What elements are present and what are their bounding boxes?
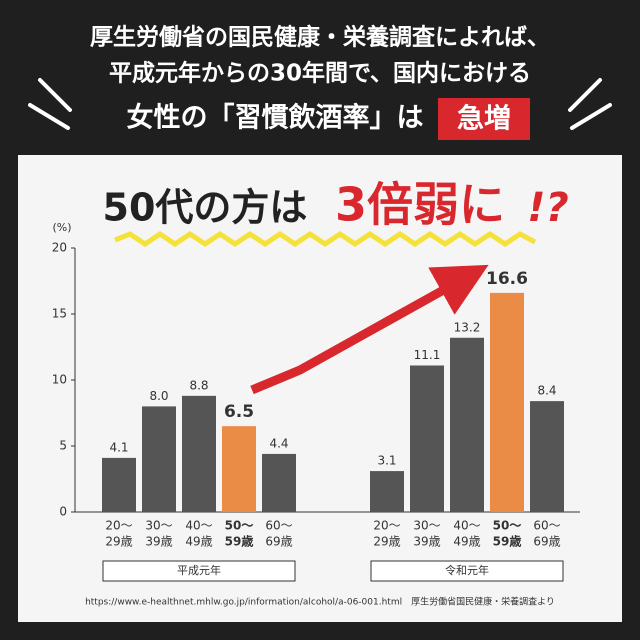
value-label: 13.2 — [454, 320, 481, 334]
group-box — [102, 560, 296, 582]
x-tick-label: 50～ — [493, 519, 522, 533]
x-tick-label: 59歳 — [225, 534, 254, 549]
y-tick-label: 10 — [52, 373, 67, 387]
bar — [370, 471, 404, 512]
value-label: 4.4 — [269, 436, 288, 450]
y-unit: (%) — [52, 221, 71, 234]
bar — [182, 395, 216, 512]
x-tick-label: 29歳 — [105, 535, 132, 549]
bar — [102, 457, 136, 512]
decor-slashes — [28, 78, 612, 130]
x-tick-label: 39歳 — [145, 535, 172, 549]
x-tick-label: 49歳 — [453, 535, 480, 549]
headline-lead: 50代の方は — [103, 186, 308, 230]
x-tick-label: 69歳 — [533, 535, 560, 549]
y-tick-label: 0 — [59, 505, 67, 519]
x-tick-label: 20～ — [373, 519, 400, 533]
bar — [262, 453, 296, 512]
x-tick-label: 30～ — [145, 519, 172, 533]
x-tick-label: 30～ — [413, 519, 440, 533]
value-label: 4.1 — [109, 440, 128, 454]
bar — [530, 401, 564, 512]
y-tick-label: 5 — [59, 439, 67, 453]
x-tick-label: 40～ — [453, 519, 480, 533]
bar — [142, 406, 176, 512]
y-tick-label: 20 — [52, 241, 67, 255]
x-tick-label: 60～ — [533, 519, 560, 533]
header-line: 厚生労働省の国民健康・栄養調査によれば、 — [90, 24, 550, 51]
value-label: 6.5 — [224, 402, 254, 422]
badge-box — [438, 98, 530, 140]
value-label: 8.8 — [189, 378, 208, 392]
x-tick-label: 40～ — [185, 519, 212, 533]
x-tick-label: 59歳 — [493, 534, 522, 549]
group-label: 平成元年 — [177, 563, 221, 577]
group-label: 令和元年 — [445, 563, 489, 577]
value-label: 8.0 — [149, 389, 168, 403]
value-label: 11.1 — [414, 348, 441, 362]
bar — [450, 337, 484, 512]
value-label: 3.1 — [377, 454, 396, 468]
header-line: 平成元年からの30年間で、国内における — [109, 60, 531, 87]
trend-arrow — [250, 264, 489, 395]
x-tick-label: 29歳 — [373, 535, 400, 549]
headline-mark: !? — [527, 185, 568, 231]
underline-zigzag — [114, 230, 537, 248]
value-label: 8.4 — [537, 384, 556, 398]
y-tick-label: 15 — [52, 307, 67, 321]
bar — [410, 365, 444, 512]
header-line: 女性の「習慣飲酒率」は — [127, 102, 424, 134]
group-box — [370, 560, 564, 582]
source: https://www.e-healthnet.mhlw.go.jp/infor… — [85, 596, 555, 608]
x-tick-label: 69歳 — [265, 535, 292, 549]
x-tick-label: 60～ — [265, 519, 292, 533]
x-tick-label: 20～ — [105, 519, 132, 533]
badge: 急増 — [457, 103, 511, 135]
x-tick-label: 50～ — [225, 519, 254, 533]
bar — [222, 426, 256, 512]
x-tick-label: 49歳 — [185, 535, 212, 549]
value-label: 16.6 — [486, 269, 528, 289]
x-tick-label: 39歳 — [413, 535, 440, 549]
bar — [490, 292, 524, 512]
headline-accent: 3倍弱に — [335, 178, 505, 232]
